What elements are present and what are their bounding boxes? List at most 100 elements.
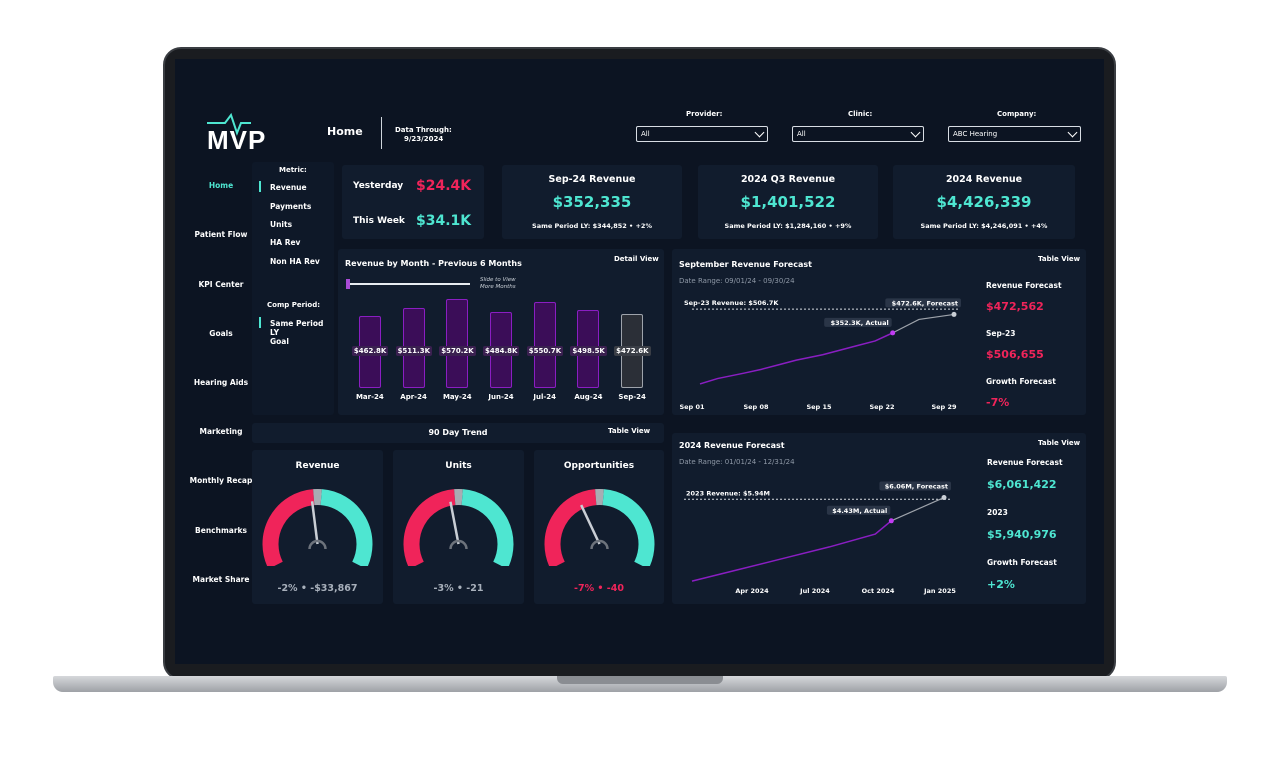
metric-label: Metric: [279,166,307,174]
data-through-date: 9/23/2024 [404,135,444,143]
gauge-title: Revenue [295,461,340,471]
gauge-hub [590,539,609,550]
nav-kpi-center[interactable]: KPI Center [198,280,244,289]
provider-dropdown[interactable]: All [636,126,768,142]
actual-line [691,520,892,582]
x-tick-label: Apr-24 [400,393,427,401]
sept-forecast-chart: Sep-23 Revenue: $506.7K $472.6K, Forecast… [679,298,961,411]
year-forecast-value: $6,061,422 [987,478,1057,491]
nav-goals[interactable]: Goals [209,329,233,338]
year-forecast-title: 2024 Revenue Forecast [679,441,785,450]
nav-benchmarks[interactable]: Benchmarks [195,526,247,535]
x-tick-label: Jul 2024 [799,587,830,595]
company-label: Company: [997,110,1037,118]
nav-patient-flow[interactable]: Patient Flow [194,230,248,239]
gauge-hub [308,539,327,550]
chevron-down-icon [1067,127,1078,138]
sept-prior-label: Sep-23 [986,329,1016,338]
actual-point [890,330,896,336]
this-week-label: This Week [353,216,405,226]
kpi-title: Sep-24 Revenue [548,174,636,185]
actual-label: $352.3K, Actual [831,319,889,327]
kpi-card-sep: Sep-24 Revenue $352,335 Same Period LY: … [502,165,682,239]
gauge-positive-arc [320,489,373,566]
kpi-title: 2024 Revenue [945,174,1023,185]
x-tick-label: Sep 08 [743,403,769,411]
forecast-label: $6.06M, Forecast [885,483,948,491]
forecast-label-bg [885,298,961,308]
comp-same-period-ly[interactable]: Same Period LY [270,319,324,337]
forecast-point [951,311,957,317]
x-tick-label: Sep 01 [679,403,705,411]
year-forecast-panel: 2024 Revenue Forecast Table View Date Ra… [672,433,1086,604]
gauge-revenue-panel: Revenue -2% • -$33,867 [252,450,383,604]
sept-table-view-link[interactable]: Table View [1038,255,1081,263]
x-tick-label: Jul-24 [533,393,557,401]
x-tick-label: Jan 2025 [923,587,956,595]
nav-home[interactable]: Home [208,181,234,190]
company-dropdown[interactable]: ABC Hearing [948,126,1081,142]
bar-may-24[interactable] [446,298,469,388]
sept-forecast-value: $472,562 [986,300,1044,313]
gauge-needle [310,501,319,545]
bar-value-label: $484.8K [483,346,520,356]
gauge-title: Opportunities [563,461,635,471]
gauge-negative-arc [403,489,456,566]
bar-jul-24[interactable] [533,301,556,388]
clinic-dropdown[interactable]: All [792,126,924,142]
nav-monthly-recap[interactable]: Monthly Recap [189,476,253,485]
kpi-value: $1,401,522 [740,193,836,211]
sept-growth-value: -7% [986,396,1010,409]
nav-market-share[interactable]: Market Share [192,575,250,584]
kpi-value: $352,335 [552,193,632,211]
actual-label-bg [824,317,892,327]
year-forecast-chart: 2023 Revenue: $5.94M $6.06M, Forecast $4.4… [684,481,956,595]
metric-payments[interactable]: Payments [270,202,312,211]
comp-period-label: Comp Period: [267,301,321,309]
logo-text: MVP [207,125,267,155]
gauge-negative-arc [262,489,315,566]
comp-goal[interactable]: Goal [270,337,289,346]
gauge-units-panel: Units -3% • -21 [393,450,524,604]
page-title: Home [327,125,363,138]
kpi-sub: Same Period LY: $344,852 • +2% [532,222,652,230]
metric-non-ha-rev[interactable]: Non HA Rev [270,257,320,266]
metric-revenue[interactable]: Revenue [270,183,307,192]
metric-units[interactable]: Units [270,220,293,229]
gauge-positive-arc [602,489,655,566]
sidebar-nav: Home Patient Flow KPI Center Goals Heari… [175,169,267,599]
nav-hearing-aids[interactable]: Hearing Aids [193,378,249,387]
units-gauge [403,489,514,566]
gauge-negative-arc [544,489,597,566]
metric-selected-bar [259,181,261,192]
actual-label-bg [826,505,891,515]
logo-pulse-icon [207,112,251,136]
comp-selected-bar [259,317,261,328]
forecast-line [891,497,945,522]
sept-date-range: Date Range: 09/01/24 - 09/30/24 [679,277,795,285]
month-slider-handle[interactable] [346,279,350,289]
detail-view-link[interactable]: Detail View [614,255,659,263]
trend-header: 90 Day Trend Table View [252,423,664,443]
revenue-x-axis: Mar-24 Apr-24 May-24 Jun-24 Jul-24 Aug-24 Sep-… [348,393,654,405]
kpi-value: $4,426,339 [936,193,1032,211]
kpi-card-year: 2024 Revenue $4,426,339 Same Period LY: … [893,165,1075,239]
kpi-title: 2024 Q3 Revenue [740,174,836,185]
year-prior-label: 2023 [987,508,1008,517]
yesterday-label: Yesterday [353,181,404,191]
slider-hint-2: More Months [480,284,516,290]
year-table-view-link[interactable]: Table View [1038,439,1081,447]
metric-ha-rev[interactable]: HA Rev [270,238,301,247]
year-growth-label: Growth Forecast [987,558,1057,567]
trend-table-view-link[interactable]: Table View [608,427,651,435]
x-tick-label: Oct 2024 [862,587,895,595]
provider-label: Provider: [686,110,723,118]
bar-value-label: $511.3K [395,346,432,356]
forecast-line [892,313,955,334]
x-tick-label: May-24 [442,393,472,401]
gauge-hub [449,539,468,550]
logo[interactable]: MVP [205,111,277,155]
bar-value-label: $498.5K [570,346,607,356]
nav-marketing[interactable]: Marketing [199,427,243,436]
month-slider-track[interactable] [346,283,470,285]
